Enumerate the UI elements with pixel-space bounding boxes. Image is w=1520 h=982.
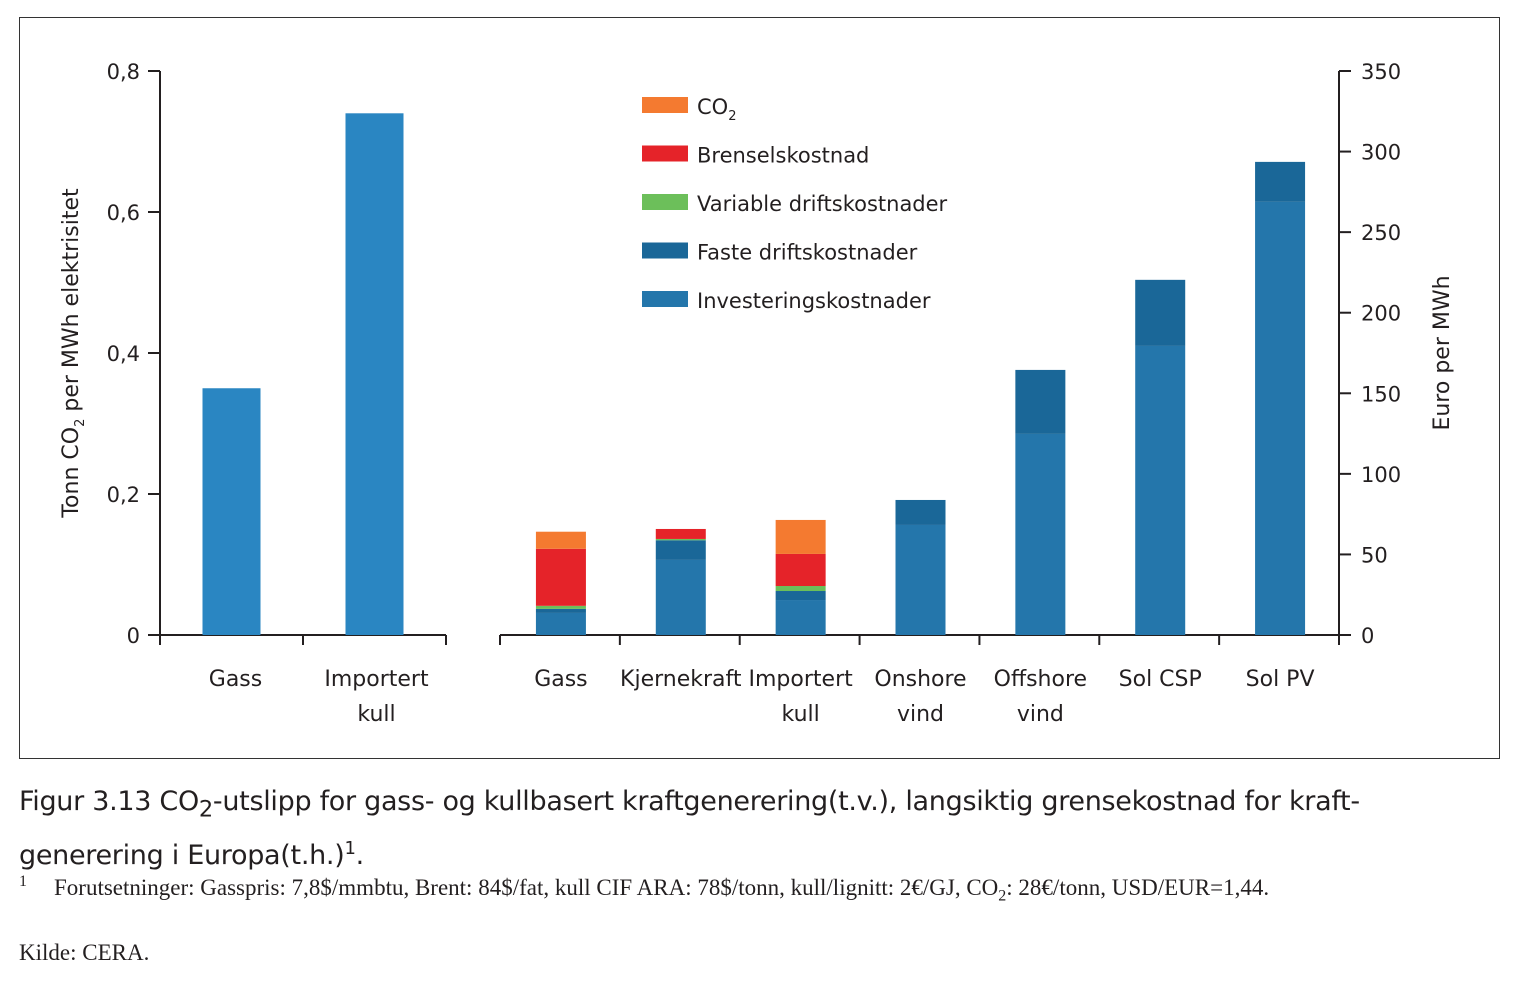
right-y-tick-label: 250 <box>1361 221 1401 245</box>
bar-segment-variable-driftskostnader <box>535 605 586 609</box>
legend-label: Investeringskostnader <box>697 289 931 313</box>
caption-sub: 2 <box>198 796 213 823</box>
bar-segment-investeringskostnader <box>1015 433 1066 635</box>
caption-prefix: Figur 3.13 CO <box>19 786 199 817</box>
right-y-axis-label: Euro per MWh <box>1430 275 1455 430</box>
source: Kilde: CERA. <box>19 940 150 965</box>
bar-segment-brenselskostnad <box>775 553 826 587</box>
chart: 0 0,2 0,4 0,6 0,8 0 50 100 150 200 250 300 350 Gass Im… <box>59 60 1455 727</box>
bar-segment-faste-driftskostnader <box>655 540 706 560</box>
bar-segment-faste-driftskostnader <box>1015 369 1066 434</box>
x-tick-label: Gass <box>534 667 587 692</box>
bar-segment-investeringskostnader <box>655 559 706 635</box>
right-y-tick-label: 0 <box>1361 624 1374 648</box>
right-y-tick-label: 50 <box>1361 543 1388 567</box>
legend-swatch <box>642 242 688 259</box>
caption-sup: 1 <box>344 838 356 860</box>
x-tick-label: Sol PV <box>1246 667 1315 692</box>
legend-label: Variable driftskostnader <box>697 192 948 216</box>
bar-segment-variable-driftskostnader <box>775 586 826 592</box>
figure-caption: Figur 3.13 CO2-utslipp for gass- og kull… <box>19 782 1499 876</box>
bar-segment-faste-driftskostnader <box>775 591 826 601</box>
bar-segment-faste-driftskostnader <box>535 608 586 613</box>
legend-swatch <box>642 291 688 307</box>
bar-segment-faste-driftskostnader <box>1255 161 1306 202</box>
bar-segment-brenselskostnad <box>655 528 706 539</box>
bar-segment-faste-driftskostnader <box>1135 279 1186 346</box>
bar-segment-co2 <box>775 519 826 554</box>
left-y-axis-label: Tonn CO2 per MWh elektrisitet <box>59 188 88 519</box>
footnote-number: 1 <box>19 873 27 890</box>
legend-label: Brenselskostnad <box>697 144 869 168</box>
x-tick-label: vind <box>1017 702 1064 727</box>
footnote: 1 Forutsetninger: Gasspris: 7,8$/mmbtu, B… <box>19 873 1501 912</box>
chart-frame <box>19 17 1500 759</box>
bar-segment-investeringskostnader <box>1255 201 1306 635</box>
legend-label: Faste driftskostnader <box>697 241 918 265</box>
bar-segment-investeringskostnader <box>535 612 586 635</box>
x-tick-label: Importert <box>749 667 854 692</box>
left-y-tick-label: 0,2 <box>107 483 140 507</box>
x-tick-label: Sol CSP <box>1119 667 1202 692</box>
legend-swatch <box>642 97 688 113</box>
legend-label: CO2 <box>697 95 736 124</box>
right-y-tick-label: 350 <box>1361 60 1401 84</box>
caption-end: . <box>355 840 365 872</box>
left-y-tick-label: 0,8 <box>107 60 140 84</box>
right-y-tick-label: 100 <box>1361 463 1401 487</box>
left-y-tick-label: 0,6 <box>107 201 140 225</box>
footnote-sub: 2 <box>998 887 1007 905</box>
legend-swatch <box>642 194 688 210</box>
x-tick-label: Importert <box>324 667 429 692</box>
x-tick-label: Gass <box>209 667 262 692</box>
bar-gass <box>202 388 261 635</box>
right-y-tick-label: 300 <box>1361 141 1401 165</box>
bar-segment-investeringskostnader <box>895 524 946 635</box>
bar-importert-kull <box>345 113 404 636</box>
footnote-text-b: : 28€/tonn, USD/EUR=1,44. <box>1006 875 1270 900</box>
x-tick-label: Onshore <box>874 667 966 692</box>
bar-segment-variable-driftskostnader <box>655 538 706 541</box>
x-tick-label: Kjernekraft <box>620 667 742 692</box>
footnote-text-a: Forutsetninger: Gasspris: 7,8$/mmbtu, Br… <box>54 875 999 900</box>
x-tick-label: vind <box>897 702 944 727</box>
left-y-tick-label: 0,4 <box>107 342 140 366</box>
bar-segment-co2 <box>535 531 586 549</box>
caption-text: -utslipp for gass- og kullbasert kraftge… <box>19 786 1360 872</box>
legend-swatch <box>642 145 688 162</box>
right-y-tick-label: 200 <box>1361 302 1401 326</box>
bar-segment-investeringskostnader <box>1135 345 1186 635</box>
left-y-tick-label: 0 <box>127 624 140 648</box>
bar-segment-faste-driftskostnader <box>895 499 946 525</box>
right-y-tick-label: 150 <box>1361 382 1401 406</box>
bar-segment-brenselskostnad <box>535 548 586 606</box>
x-tick-label: kull <box>782 702 820 727</box>
x-tick-label: Offshore <box>994 667 1087 692</box>
x-tick-label: kull <box>357 702 395 727</box>
bar-segment-investeringskostnader <box>775 600 826 635</box>
